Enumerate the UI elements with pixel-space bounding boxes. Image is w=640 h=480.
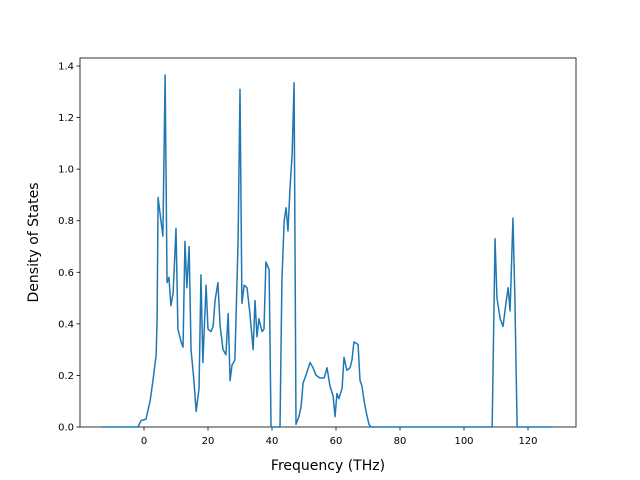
x-tick-label: 40 <box>266 436 279 447</box>
dos-line <box>102 74 553 428</box>
y-tick-label: 0.8 <box>58 216 74 227</box>
y-tick-label: 0.0 <box>58 423 74 434</box>
x-tick-label: 60 <box>330 436 343 447</box>
y-tick-label: 0.2 <box>58 371 74 382</box>
y-tick-label: 0.4 <box>58 319 74 330</box>
y-tick-label: 0.6 <box>58 268 74 279</box>
x-tick-label: 80 <box>394 436 407 447</box>
y-tick-label: 1.4 <box>58 61 74 72</box>
y-tick-label: 1.0 <box>58 165 74 176</box>
plot-frame <box>79 57 577 428</box>
x-tick-label: 120 <box>518 436 537 447</box>
x-tick-label: 20 <box>202 436 215 447</box>
y-axis-label: Density of States <box>26 183 42 303</box>
x-tick-label: 0 <box>141 436 147 447</box>
x-tick-label: 100 <box>454 436 473 447</box>
x-axis-label: Frequency (THz) <box>271 458 385 474</box>
y-tick-label: 1.2 <box>58 113 74 124</box>
